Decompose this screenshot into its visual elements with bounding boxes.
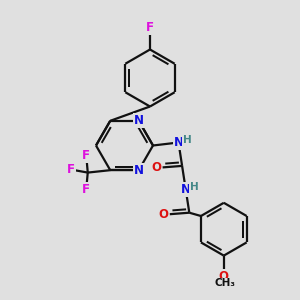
Text: H: H — [190, 182, 199, 192]
Text: O: O — [151, 161, 161, 174]
Text: N: N — [134, 164, 144, 177]
Text: H: H — [182, 135, 191, 145]
Text: F: F — [82, 183, 90, 196]
Text: F: F — [82, 149, 90, 162]
Text: O: O — [158, 208, 168, 221]
Text: N: N — [134, 114, 144, 127]
Text: N: N — [181, 183, 191, 196]
Text: CH₃: CH₃ — [214, 278, 235, 288]
Text: F: F — [146, 21, 154, 34]
Text: O: O — [219, 269, 229, 283]
Text: F: F — [67, 163, 75, 176]
Text: N: N — [173, 136, 184, 149]
